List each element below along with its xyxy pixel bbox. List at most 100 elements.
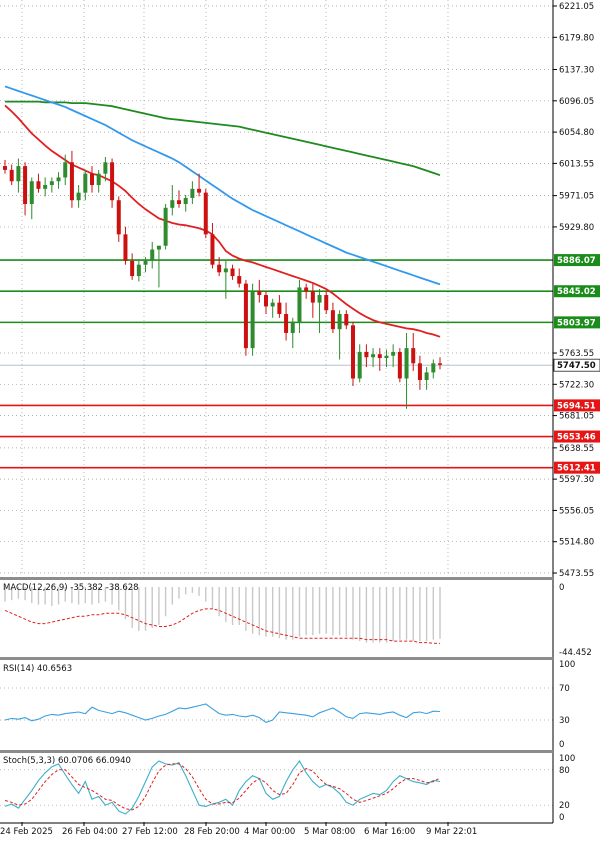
stoch-label: Stoch(5,3,3) 60.0706 66.0940 (3, 756, 131, 766)
ma-red-line (4, 104, 441, 338)
candle-body (96, 173, 101, 186)
moving-averages (4, 85, 441, 338)
rsi-tick-label: 100 (559, 660, 575, 670)
candle-body (417, 363, 422, 380)
candle-body (83, 173, 88, 193)
stochastic-panel: 100 80 20 0 (0, 754, 575, 823)
candle-body (371, 354, 376, 358)
panel-separator (0, 577, 553, 580)
price-tick-label: 5514.80 (559, 538, 594, 548)
candle-body (404, 348, 409, 379)
candle-body (297, 287, 302, 322)
price-tick-label: 5473.55 (559, 569, 594, 579)
time-tick-label: 5 Mar 08:00 (304, 827, 355, 837)
time-tick-label: 6 Mar 16:00 (364, 827, 415, 837)
candle-body (304, 287, 309, 292)
candle-body (76, 192, 81, 201)
candle-body (136, 264, 141, 277)
support-level-label: 5694.51 (557, 401, 596, 411)
main-grid (0, 0, 553, 575)
time-tick-label: 4 Mar 00:00 (244, 827, 295, 837)
stoch-tick-label: 80 (559, 766, 570, 776)
candle-body (203, 192, 208, 235)
candlesticks (3, 150, 442, 409)
candle-body (230, 268, 235, 277)
time-tick-label: 28 Feb 20:00 (184, 827, 240, 837)
rsi-tick-label: 70 (559, 684, 570, 694)
resistance-level-tag (554, 254, 600, 267)
macd-tick-label: -44.452 (559, 648, 592, 658)
rsi-label: RSI(14) 40.6563 (3, 664, 72, 674)
candle-body (344, 314, 349, 326)
support-level-tag (554, 430, 600, 443)
candle-body (103, 162, 108, 174)
stoch-d-line (4, 763, 441, 811)
price-tick-label: 5638.55 (559, 444, 594, 454)
resistance-level-tag (554, 316, 600, 329)
candle-body (284, 314, 289, 333)
candle-body (23, 166, 28, 205)
macd-panel: 0 -44.452 (4, 583, 592, 658)
price-tick-label: 5556.05 (559, 506, 594, 516)
candle-body (217, 264, 222, 273)
candle-body (351, 325, 355, 379)
current-price-label: 5747.50 (557, 361, 596, 371)
price-tick-label: 5929.80 (559, 223, 594, 233)
candle-body (317, 295, 322, 303)
time-axis: 24 Feb 2025 26 Feb 04:00 27 Feb 12:00 28 Fe… (0, 822, 477, 837)
candle-body (56, 177, 61, 182)
candle-body (324, 295, 329, 311)
stoch-tick-label: 100 (559, 754, 575, 764)
candle-body (438, 363, 442, 365)
candle-body (183, 197, 188, 205)
candle-body (397, 351, 402, 379)
stoch-tick-label: 0 (559, 813, 564, 823)
candle-body (16, 166, 21, 182)
price-axis: 6221.05 6179.80 6137.30 6096.05 6054.80 6013.… (553, 2, 594, 579)
candle-body (36, 181, 41, 189)
candle-body (177, 200, 181, 205)
price-tick-label: 6013.55 (559, 159, 594, 169)
resistance-level-tag (554, 285, 600, 298)
candle-body (357, 351, 362, 379)
candle-body (110, 162, 115, 201)
price-tick-label: 5722.30 (559, 380, 594, 390)
candle-body (43, 185, 48, 189)
candle-body (243, 283, 248, 349)
candle-body (130, 260, 135, 277)
candle-body (264, 295, 268, 307)
candle-body (391, 351, 396, 356)
price-tick-label: 6096.05 (559, 97, 594, 107)
candle-body (163, 207, 168, 246)
support-level-tag (554, 461, 600, 474)
rsi-tick-label: 0 (559, 740, 564, 750)
rsi-panel: 100 70 30 0 (0, 660, 575, 750)
candle-body (190, 188, 195, 198)
price-tick-label: 6137.30 (559, 66, 594, 76)
candle-body (3, 166, 7, 170)
time-tick-label: 24 Feb 2025 (0, 827, 53, 837)
resistance-level-label: 5803.97 (557, 318, 596, 328)
time-tick-label: 9 Mar 22:01 (426, 827, 477, 837)
candle-body (277, 302, 282, 315)
stoch-tick-label: 20 (559, 801, 570, 811)
resistance-level-label: 5845.02 (557, 287, 596, 297)
candle-body (290, 321, 295, 333)
price-tick-label: 6221.05 (559, 2, 594, 12)
candle-body (49, 181, 54, 186)
candle-body (424, 372, 429, 380)
ma-blue-line (4, 85, 441, 286)
macd-label: MACD(12,26,9) -35.382 -38.628 (3, 583, 139, 593)
candle-body (377, 354, 382, 358)
candle-body (156, 245, 161, 250)
candle-body (384, 355, 389, 358)
candle-body (364, 351, 369, 358)
candle-body (237, 276, 242, 284)
candle-body (9, 169, 14, 182)
support-level-label: 5653.46 (557, 433, 596, 443)
candle-body (143, 260, 148, 265)
panel-separator (0, 657, 553, 660)
candle-body (123, 234, 128, 261)
support-resistance-levels: 5886.07 5845.02 5803.97 5694.51 5653.46 5612.… (0, 254, 600, 474)
